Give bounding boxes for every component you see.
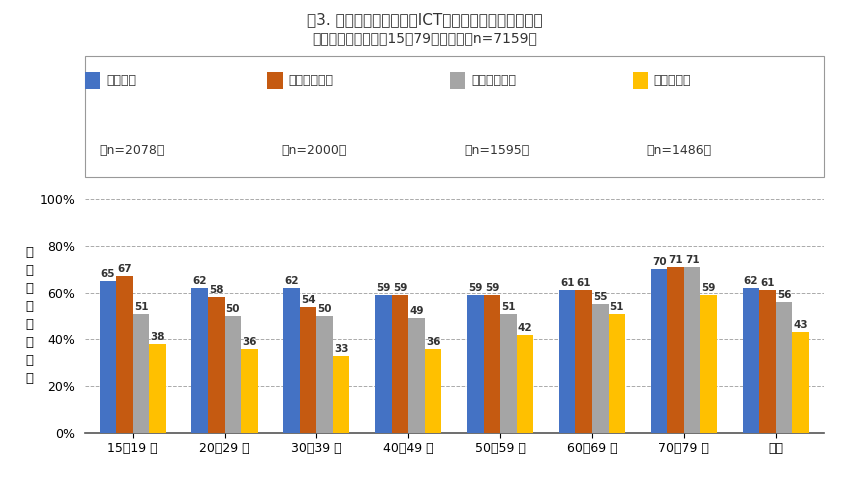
Bar [208, 297, 224, 433]
Text: 59: 59 [701, 283, 716, 293]
Bar [759, 290, 776, 433]
Text: ［調査対象：全国・15～79歳の男女・n=7159］: ［調査対象：全国・15～79歳の男女・n=7159］ [312, 32, 537, 46]
Text: 36: 36 [242, 337, 256, 347]
Text: 70: 70 [652, 258, 666, 267]
Text: 61: 61 [560, 278, 575, 288]
Bar [192, 288, 208, 433]
Text: 62: 62 [193, 276, 207, 286]
Bar [241, 348, 257, 433]
Bar [132, 313, 149, 433]
Text: 38: 38 [150, 332, 165, 342]
Bar [743, 288, 759, 433]
Text: （n=1486）: （n=1486） [647, 144, 711, 157]
Text: 62: 62 [744, 276, 758, 286]
Bar [700, 295, 717, 433]
Bar [99, 281, 116, 433]
Text: 61: 61 [760, 278, 775, 288]
Text: 56: 56 [777, 290, 791, 300]
Bar [467, 295, 484, 433]
Text: 50: 50 [318, 304, 332, 314]
Bar [517, 334, 533, 433]
Bar [500, 313, 517, 433]
Text: （n=1595）: （n=1595） [464, 144, 529, 157]
Bar [424, 348, 441, 433]
Text: 51: 51 [133, 302, 149, 312]
Bar [684, 267, 700, 433]
Text: 61: 61 [576, 278, 591, 288]
Text: 殆どしない: 殆どしない [654, 74, 691, 87]
Text: 週に数回程度: 週に数回程度 [289, 74, 334, 87]
Bar [484, 295, 500, 433]
Text: 33: 33 [334, 344, 348, 354]
Bar [375, 295, 391, 433]
Text: 51: 51 [610, 302, 624, 312]
Bar [559, 290, 576, 433]
Text: 59: 59 [393, 283, 408, 293]
Y-axis label: 健
康
だ
と
思
う
割
合: 健 康 だ と 思 う 割 合 [25, 246, 33, 385]
Text: 42: 42 [518, 323, 532, 333]
Text: 65: 65 [101, 269, 115, 279]
Text: 月に数回程度: 月に数回程度 [471, 74, 516, 87]
Text: 71: 71 [685, 255, 700, 265]
Bar [667, 267, 684, 433]
Bar [651, 269, 667, 433]
Text: （n=2078）: （n=2078） [98, 144, 165, 157]
Bar [284, 288, 300, 433]
Bar [576, 290, 592, 433]
Text: （n=2000）: （n=2000） [281, 144, 347, 157]
Bar [116, 276, 132, 433]
Bar [792, 332, 809, 433]
Text: 59: 59 [485, 283, 499, 293]
Bar [333, 356, 350, 433]
Bar [224, 316, 241, 433]
Text: 49: 49 [409, 306, 424, 316]
Bar [391, 295, 408, 433]
Text: 54: 54 [301, 295, 316, 305]
Bar [592, 304, 609, 433]
Text: 図3. 健康だと思う割合（ICT機器による連絡頻度別）: 図3. 健康だと思う割合（ICT機器による連絡頻度別） [306, 12, 543, 27]
Bar [317, 316, 333, 433]
Bar [776, 302, 792, 433]
Bar [300, 307, 317, 433]
Text: 36: 36 [426, 337, 441, 347]
Text: 51: 51 [501, 302, 515, 312]
Text: 71: 71 [668, 255, 683, 265]
Bar [149, 344, 166, 433]
Text: 67: 67 [117, 264, 132, 275]
Text: 43: 43 [793, 320, 808, 330]
Bar [609, 313, 625, 433]
Text: ほぼ毎日: ほぼ毎日 [106, 74, 136, 87]
Text: 55: 55 [593, 293, 608, 302]
Text: 59: 59 [468, 283, 482, 293]
Text: 58: 58 [209, 285, 223, 295]
Bar [408, 318, 424, 433]
Text: 59: 59 [376, 283, 391, 293]
Text: 62: 62 [284, 276, 299, 286]
Text: 50: 50 [226, 304, 240, 314]
